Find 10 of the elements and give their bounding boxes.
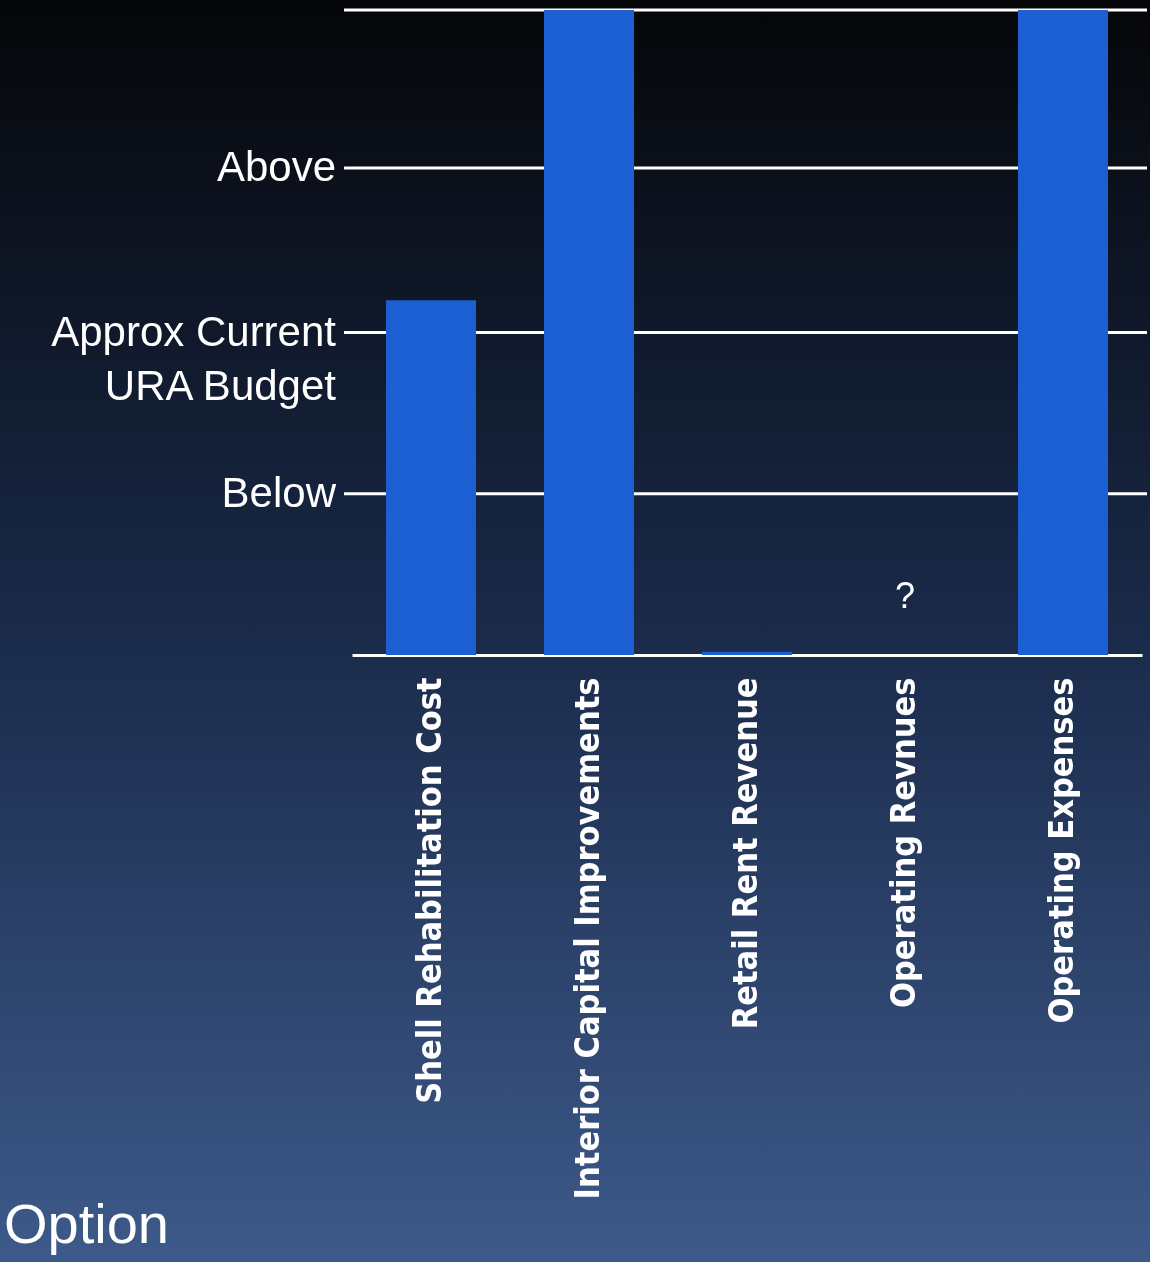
ref-line-label: Above [216,143,336,191]
x-tick-label: Interior Capital Improvements [567,677,607,1200]
x-tick-label: Operating Revnues [883,677,923,1009]
x-tick-label: Shell Rehabilitation Cost [409,677,449,1104]
ref-line-label: Approx Current URA Budget [51,307,337,409]
annotation: ? [894,574,916,616]
ref-line-label: Below [221,468,337,516]
x-tick-label: Retail Rent Revenue [725,677,765,1030]
x-tick-label: Operating Expenses [1041,677,1081,1024]
text: Option [4,1192,169,1255]
